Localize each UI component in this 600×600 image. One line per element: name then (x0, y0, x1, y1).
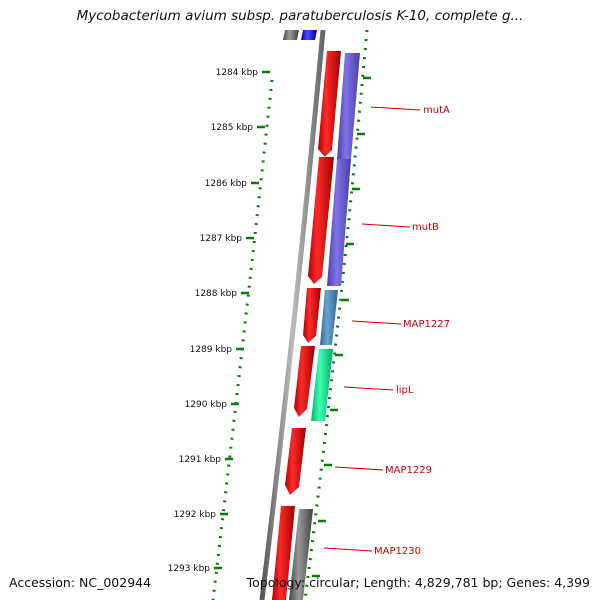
ruler-ticks: 1284 kbp 1285 kbp 1286 kbp 1287 kbp 1288 kbp… (168, 68, 371, 578)
gene-label-mutA[interactable]: mutA (423, 105, 450, 116)
forward-gene-arrow (308, 157, 334, 284)
ruler-tick-label: 1288 kbp (195, 289, 238, 299)
gene-leader-line (361, 223, 411, 228)
MAP1227-feature (320, 290, 338, 345)
top-gray-feature (283, 30, 299, 40)
ruler-tick-label: 1293 kbp (168, 564, 211, 574)
ruler-tick-label: 1291 kbp (179, 455, 222, 465)
forward-gene-arrow (272, 506, 295, 600)
gene-labels: mutA mutB MAP1227 lipL MAP1229 MAP1230 (323, 105, 450, 557)
gene-label-mutB[interactable]: mutB (412, 222, 439, 233)
forward-gene-arrow (294, 346, 315, 417)
ruler-tick-label: 1284 kbp (216, 68, 259, 78)
ruler-tick-label: 1290 kbp (185, 400, 228, 410)
ruler-tick-label: 1286 kbp (205, 179, 248, 189)
lipL-feature (311, 349, 333, 421)
forward-gene-arrow (285, 428, 306, 495)
mutB-feature (327, 159, 351, 286)
accession-text: Accession: NC_002944 (9, 575, 152, 590)
genome-backbone (259, 29, 326, 600)
ruler-tick-label: 1292 kbp (174, 510, 217, 520)
gene-leader-line (370, 106, 421, 111)
gene-leader-line (351, 320, 402, 325)
gene-label-MAP1230[interactable]: MAP1230 (374, 546, 421, 557)
map-title: Mycobacterium avium subsp. paratuberculo… (76, 8, 524, 24)
ruler-tick-label: 1289 kbp (190, 345, 233, 355)
gene-label-MAP1227[interactable]: MAP1227 (403, 319, 450, 330)
forward-gene-arrow (303, 288, 321, 343)
top-blue-feature (301, 30, 317, 40)
ruler-tick-label: 1287 kbp (200, 234, 243, 244)
gene-leader-line (323, 547, 373, 552)
outer-dotted-ruler (303, 29, 369, 600)
gene-leader-line (334, 466, 384, 471)
mutA-feature (337, 53, 360, 159)
ruler-tick-label: 1285 kbp (211, 123, 254, 133)
inner-dotted-ruler (211, 79, 274, 600)
MAP1230-feature (289, 509, 313, 600)
gene-leader-line (343, 386, 394, 391)
topology-text: Topology: circular; Length: 4,829,781 bp… (246, 575, 590, 590)
gene-label-lipL[interactable]: lipL (396, 385, 414, 396)
forward-gene-arrow (318, 51, 341, 157)
gene-label-MAP1229[interactable]: MAP1229 (385, 465, 432, 476)
